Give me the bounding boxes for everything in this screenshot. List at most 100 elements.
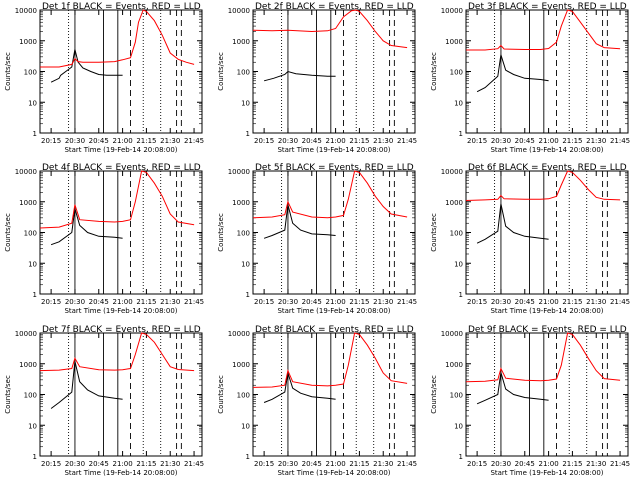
x-tick-label: 21:45 bbox=[397, 460, 417, 468]
plot-frame bbox=[465, 332, 629, 457]
panel-det-4: Det 4f BLACK = Events, RED = LLD 1 10 100 10… bbox=[4, 163, 204, 315]
x-tick-label: 20:15 bbox=[254, 298, 274, 306]
y-tick-label: 100 bbox=[450, 392, 463, 400]
x-tick-label: 20:15 bbox=[254, 137, 274, 145]
x-tick-label: 20:15 bbox=[41, 137, 61, 145]
panel-title: Det 1f BLACK = Events, RED = LLD bbox=[42, 2, 201, 12]
x-tick-label: 20:30 bbox=[491, 460, 511, 468]
panel-title: Det 6f BLACK = Events, RED = LLD bbox=[468, 163, 627, 173]
y-tick-label: 1 bbox=[459, 453, 463, 461]
plot-frame bbox=[252, 332, 416, 457]
panel-title: Det 7f BLACK = Events, RED = LLD bbox=[42, 325, 201, 335]
x-tick-label: 20:45 bbox=[515, 137, 535, 145]
events-series-line bbox=[50, 361, 123, 409]
events-series-line bbox=[476, 54, 549, 93]
y-axis-label: Counts/sec bbox=[217, 375, 225, 414]
x-tick-label: 21:00 bbox=[325, 298, 345, 306]
y-tick-label: 10 bbox=[454, 260, 463, 268]
x-tick-label: 21:15 bbox=[349, 137, 369, 145]
x-tick-label: 21:30 bbox=[586, 137, 606, 145]
events-series-line bbox=[263, 204, 336, 239]
y-tick-label: 1 bbox=[33, 291, 37, 299]
y-axis-label: Counts/sec bbox=[217, 52, 225, 91]
x-tick-label: 21:15 bbox=[349, 460, 369, 468]
x-tick-label: 21:00 bbox=[538, 137, 558, 145]
x-tick-label: 20:45 bbox=[89, 298, 109, 306]
lld-series-line bbox=[39, 170, 195, 229]
x-axis-label: Start Time (19-Feb-14 20:08:00) bbox=[64, 469, 177, 477]
x-tick-label: 21:45 bbox=[184, 298, 204, 306]
y-axis-label: Counts/sec bbox=[4, 52, 12, 91]
x-axis-label: Start Time (19-Feb-14 20:08:00) bbox=[277, 469, 390, 477]
x-tick-label: 20:15 bbox=[467, 298, 487, 306]
x-tick-label: 20:30 bbox=[491, 137, 511, 145]
y-axis-label: Counts/sec bbox=[4, 213, 12, 252]
x-tick-label: 21:00 bbox=[538, 460, 558, 468]
x-axis-label: Start Time (19-Feb-14 20:08:00) bbox=[64, 146, 177, 154]
plot-frame bbox=[465, 170, 629, 295]
x-tick-label: 20:45 bbox=[515, 298, 535, 306]
x-tick-label: 20:30 bbox=[65, 460, 85, 468]
x-tick-label: 21:30 bbox=[160, 460, 180, 468]
y-tick-label: 1000 bbox=[232, 361, 250, 369]
x-tick-label: 21:45 bbox=[610, 137, 630, 145]
y-tick-label: 1000 bbox=[445, 361, 463, 369]
y-tick-label: 10000 bbox=[228, 330, 250, 338]
plot-frame bbox=[252, 170, 416, 295]
x-tick-label: 20:30 bbox=[278, 460, 298, 468]
plot-frame bbox=[39, 9, 203, 134]
x-tick-label: 21:30 bbox=[586, 460, 606, 468]
panel-title: Det 4f BLACK = Events, RED = LLD bbox=[42, 163, 201, 173]
y-tick-label: 1 bbox=[459, 291, 463, 299]
panel-title: Det 9f BLACK = Events, RED = LLD bbox=[468, 325, 627, 335]
x-axis-label: Start Time (19-Feb-14 20:08:00) bbox=[490, 307, 603, 315]
y-tick-label: 10000 bbox=[15, 7, 37, 15]
y-tick-label: 10000 bbox=[228, 7, 250, 15]
x-tick-label: 21:45 bbox=[610, 298, 630, 306]
x-tick-label: 20:30 bbox=[278, 298, 298, 306]
y-tick-label: 1000 bbox=[445, 38, 463, 46]
lld-series-line bbox=[465, 332, 621, 383]
y-tick-label: 10 bbox=[454, 422, 463, 430]
y-tick-label: 1 bbox=[33, 130, 37, 138]
y-tick-label: 1 bbox=[246, 291, 250, 299]
x-tick-label: 21:00 bbox=[538, 298, 558, 306]
panel-title: Det 8f BLACK = Events, RED = LLD bbox=[255, 325, 414, 335]
lld-series-line bbox=[39, 332, 195, 372]
y-tick-label: 100 bbox=[237, 69, 250, 77]
y-axis-label: Counts/sec bbox=[430, 52, 438, 91]
x-tick-label: 21:15 bbox=[562, 137, 582, 145]
x-tick-label: 20:15 bbox=[41, 298, 61, 306]
x-tick-label: 20:15 bbox=[467, 137, 487, 145]
lld-series-line bbox=[252, 332, 408, 388]
panel-det-9: Det 9f BLACK = Events, RED = LLD 1 10 100 10… bbox=[430, 325, 630, 477]
x-tick-label: 21:45 bbox=[610, 460, 630, 468]
x-axis-label: Start Time (19-Feb-14 20:08:00) bbox=[64, 307, 177, 315]
panel-title: Det 3f BLACK = Events, RED = LLD bbox=[468, 2, 627, 12]
x-tick-label: 21:30 bbox=[586, 298, 606, 306]
x-tick-label: 21:30 bbox=[373, 460, 393, 468]
panel-det-8: Det 8f BLACK = Events, RED = LLD 1 10 100 10… bbox=[217, 325, 417, 477]
y-tick-label: 1000 bbox=[232, 38, 250, 46]
x-tick-label: 21:45 bbox=[184, 137, 204, 145]
x-tick-label: 20:45 bbox=[302, 298, 322, 306]
x-tick-label: 21:30 bbox=[373, 298, 393, 306]
x-axis-label: Start Time (19-Feb-14 20:08:00) bbox=[490, 146, 603, 154]
lld-series-line bbox=[252, 9, 408, 49]
y-tick-label: 10000 bbox=[441, 7, 463, 15]
y-tick-label: 10 bbox=[28, 99, 37, 107]
panel-title: Det 5f BLACK = Events, RED = LLD bbox=[255, 163, 414, 173]
y-tick-label: 10 bbox=[454, 99, 463, 107]
y-tick-label: 1000 bbox=[232, 199, 250, 207]
x-tick-label: 20:30 bbox=[278, 137, 298, 145]
y-tick-label: 10 bbox=[28, 422, 37, 430]
y-tick-label: 100 bbox=[24, 392, 37, 400]
x-tick-label: 20:30 bbox=[65, 137, 85, 145]
plot-frame bbox=[465, 9, 629, 134]
x-tick-label: 20:15 bbox=[41, 460, 61, 468]
events-series-line bbox=[50, 49, 123, 83]
x-axis-label: Start Time (19-Feb-14 20:08:00) bbox=[277, 307, 390, 315]
x-tick-label: 20:45 bbox=[302, 137, 322, 145]
x-tick-label: 21:15 bbox=[136, 460, 156, 468]
